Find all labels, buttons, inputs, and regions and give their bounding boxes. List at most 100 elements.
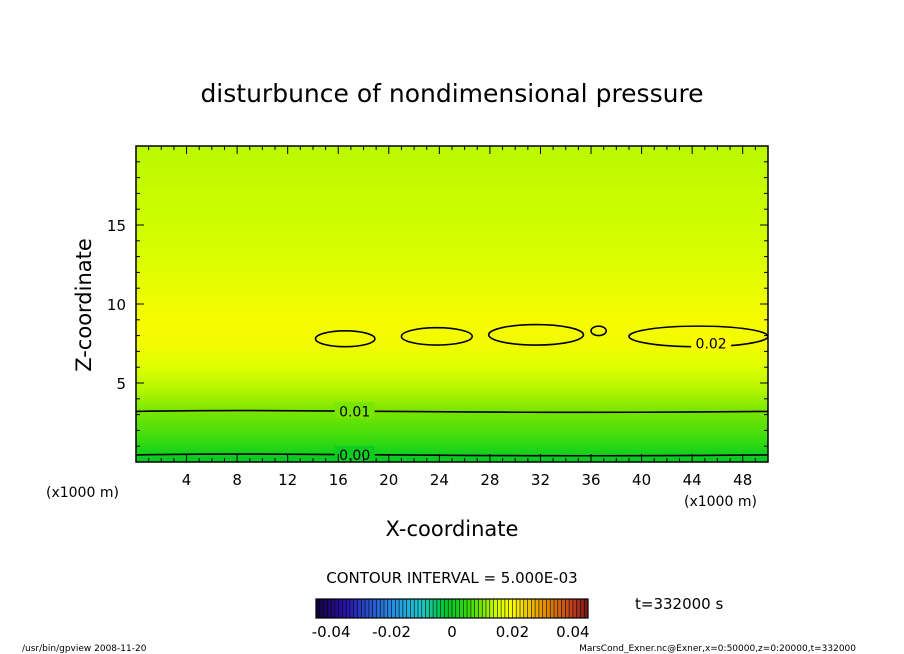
x-tick-label: 48 bbox=[733, 471, 752, 489]
colorbar-tick-label: 0 bbox=[447, 623, 457, 641]
colorbar-cell bbox=[368, 599, 373, 618]
colorbar-cell bbox=[334, 599, 339, 618]
colorbar-cell bbox=[327, 599, 332, 618]
x-tick-label: 28 bbox=[480, 471, 499, 489]
colorbar-cell bbox=[512, 599, 517, 618]
contour-label-bg bbox=[334, 445, 375, 462]
colorbar-cell bbox=[554, 599, 558, 618]
x-axis-title: X-coordinate bbox=[386, 517, 519, 541]
x-tick-label: 4 bbox=[182, 471, 192, 489]
colorbar-cell bbox=[520, 599, 524, 618]
colorbar-cell bbox=[316, 599, 320, 618]
y-tick-label: 10 bbox=[107, 296, 126, 314]
colorbar-cell bbox=[433, 599, 437, 618]
colorbar bbox=[315, 598, 589, 619]
colorbar-cell bbox=[531, 599, 536, 618]
contour-label-bg bbox=[691, 334, 732, 351]
colorbar-cell bbox=[493, 599, 498, 618]
contour-lines: 0.00 0.01 0.02 bbox=[135, 334, 769, 464]
colorbar-cell bbox=[470, 599, 475, 618]
contour-label-bg bbox=[334, 402, 375, 419]
colorbar-cell bbox=[576, 599, 581, 618]
colorbar-cell bbox=[391, 599, 396, 618]
y-axis-unit: (x1000 m) bbox=[46, 485, 119, 501]
colorbar-cell bbox=[527, 599, 532, 618]
colorbar-cell bbox=[452, 599, 456, 618]
colorbar-cell bbox=[410, 599, 415, 618]
footer-right: MarsCond_Exner.nc@Exner,x=0:50000,z=0:20… bbox=[579, 644, 856, 654]
pressure-field bbox=[136, 146, 768, 462]
colorbar-tick-label: 0.04 bbox=[556, 623, 589, 641]
x-tick-label: 8 bbox=[232, 471, 242, 489]
colorbar-cell bbox=[406, 599, 411, 618]
colorbar-cell bbox=[448, 599, 452, 618]
colorbar-cell bbox=[580, 599, 585, 618]
contour-island bbox=[314, 330, 376, 348]
colorbar-cell bbox=[538, 599, 543, 618]
colorbar-cell bbox=[331, 599, 335, 618]
colorbar-cell bbox=[387, 599, 392, 618]
y-tick-label: 5 bbox=[116, 375, 126, 393]
contour-island bbox=[590, 325, 608, 337]
colorbar-cell bbox=[421, 599, 426, 618]
x-tick-labels: 4 8 12 16 20 24 28 32 36 40 44 48 bbox=[182, 471, 752, 489]
x-tick-label: 16 bbox=[329, 471, 348, 489]
colorbar-cell bbox=[486, 599, 490, 618]
contour-label: 0.02 bbox=[696, 337, 727, 353]
x-tick-label: 20 bbox=[379, 471, 398, 489]
colorbar-frame bbox=[315, 598, 589, 619]
colorbar-cell bbox=[565, 599, 570, 618]
colorbar-cell bbox=[584, 599, 588, 618]
colorbar-cell bbox=[572, 599, 577, 618]
colorbar-cell bbox=[463, 599, 468, 618]
colorbar-cell bbox=[478, 599, 483, 618]
colorbar-cell bbox=[542, 599, 547, 618]
x-tick-label: 24 bbox=[430, 471, 449, 489]
contour-interval: CONTOUR INTERVAL = 5.000E-03 bbox=[326, 569, 577, 587]
x-tick-label: 44 bbox=[683, 471, 702, 489]
colorbar-cell bbox=[384, 599, 388, 618]
colorbar-cell bbox=[444, 599, 449, 618]
colorbar-cell bbox=[350, 599, 354, 618]
x-tick-label: 40 bbox=[632, 471, 651, 489]
colorbar-cell bbox=[399, 599, 403, 618]
footer-left: /usr/bin/gpview 2008-11-20 bbox=[22, 644, 147, 654]
contour-island bbox=[400, 326, 474, 346]
colorbar-cell bbox=[357, 599, 362, 618]
colorbar-cell bbox=[402, 599, 407, 618]
colorbar-tick-labels: -0.04 -0.02 0 0.02 0.04 bbox=[312, 623, 590, 641]
time-label: t=332000 s bbox=[635, 595, 723, 613]
colorbar-cell bbox=[372, 599, 377, 618]
contour-label: 0.00 bbox=[339, 448, 370, 464]
contour-line bbox=[135, 409, 769, 414]
colorbar-cell bbox=[436, 599, 441, 618]
colorbar-cell bbox=[455, 599, 460, 618]
colorbar-cell bbox=[501, 599, 505, 618]
contour-label: 0.01 bbox=[339, 404, 370, 420]
chart-title: disturbunce of nondimensional pressure bbox=[200, 79, 703, 108]
colorbar-cell bbox=[561, 599, 566, 618]
y-tick-label: 15 bbox=[107, 217, 126, 235]
x-tick-label: 12 bbox=[278, 471, 297, 489]
colorbar-cell bbox=[497, 599, 502, 618]
colorbar-cell bbox=[425, 599, 430, 618]
colorbar-cell bbox=[353, 599, 358, 618]
colorbar-cell bbox=[365, 599, 369, 618]
colorbar-cell bbox=[535, 599, 539, 618]
colorbar-cell bbox=[380, 599, 384, 618]
x-tick-label: 32 bbox=[531, 471, 550, 489]
colorbar-cell bbox=[440, 599, 445, 618]
colorbar-cell bbox=[338, 599, 343, 618]
colorbar-cell bbox=[414, 599, 418, 618]
colorbar-cell bbox=[474, 599, 479, 618]
colorbar-cell bbox=[346, 599, 350, 618]
colorbar-cell bbox=[508, 599, 513, 618]
colorbar-tick-label: 0.02 bbox=[496, 623, 529, 641]
colorbar-cell bbox=[459, 599, 464, 618]
axis-ticks bbox=[136, 146, 768, 462]
colorbar-cell bbox=[546, 599, 551, 618]
colorbar-cell bbox=[376, 599, 381, 618]
colorbar-cell bbox=[429, 599, 434, 618]
colorbar-cell bbox=[482, 599, 486, 618]
